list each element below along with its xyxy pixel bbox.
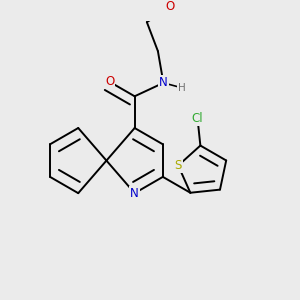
Text: O: O (166, 1, 175, 13)
Text: N: N (130, 187, 139, 200)
Text: H: H (178, 83, 186, 93)
Text: N: N (159, 76, 168, 89)
Text: O: O (105, 75, 114, 88)
Text: S: S (175, 159, 182, 172)
Text: Cl: Cl (192, 112, 203, 124)
